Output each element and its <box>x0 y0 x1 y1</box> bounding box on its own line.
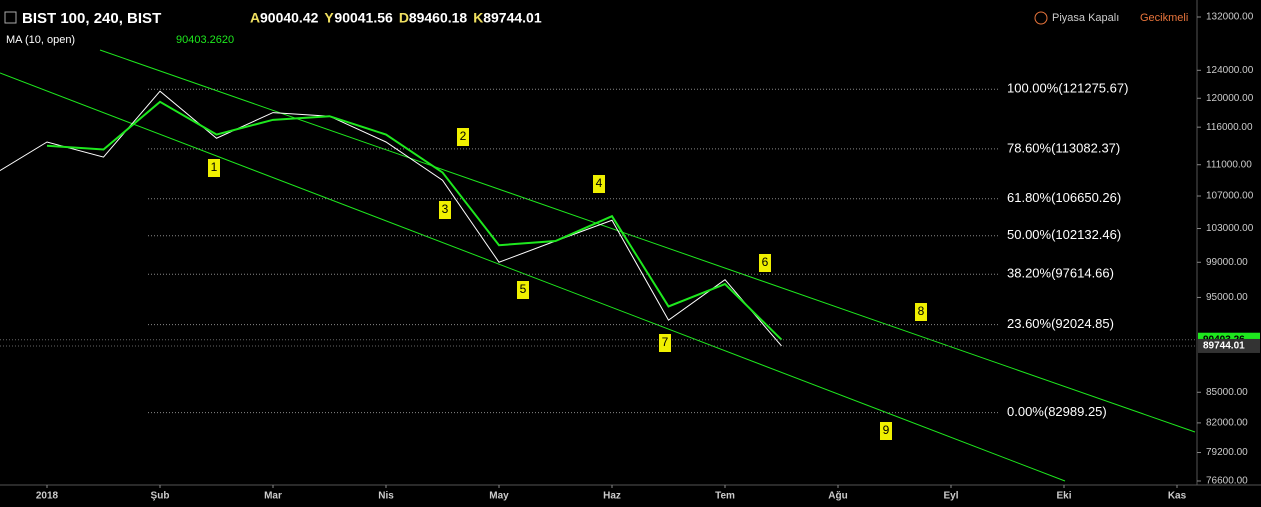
x-tick-label: Kas <box>1168 491 1187 502</box>
wave-label: 5 <box>520 282 527 296</box>
price-marker-bg <box>1198 338 1260 353</box>
wave-box <box>659 334 671 352</box>
wave-box <box>517 281 529 299</box>
wave-box <box>915 303 927 321</box>
y-tick-label: 107000.00 <box>1206 191 1254 202</box>
fib-label: 100.00%(121275.67) <box>1007 81 1128 96</box>
fib-label: 0.00%(82989.25) <box>1007 404 1107 419</box>
x-tick-label: Eyl <box>943 491 958 502</box>
status-icon <box>1034 11 1048 25</box>
wave-label: 8 <box>918 304 925 318</box>
ohlc-key: Y <box>324 10 334 26</box>
x-tick-label: Eki <box>1056 491 1071 502</box>
wave-label: 1 <box>211 160 218 174</box>
status-closed: Piyasa Kapalı <box>1052 12 1119 24</box>
channel-lower <box>0 72 1066 482</box>
y-tick-label: 99000.00 <box>1206 257 1248 268</box>
ohlc-value: 90040.42 <box>260 10 319 26</box>
ma-line <box>46 100 783 341</box>
x-tick-label: Tem <box>715 491 735 502</box>
x-tick-label: Şub <box>151 491 170 502</box>
price-marker-label: 89744.01 <box>1203 341 1245 352</box>
wave-box <box>457 128 469 146</box>
ohlc-key: K <box>473 10 483 26</box>
ohlc-value: 89460.18 <box>409 10 468 26</box>
y-tick-label: 82000.00 <box>1206 418 1248 429</box>
wave-label: 2 <box>460 129 467 143</box>
ohlc-value: 90041.56 <box>334 10 393 26</box>
wave-label: 6 <box>762 255 769 269</box>
y-tick-label: 120000.00 <box>1206 93 1254 104</box>
wave-label: 4 <box>596 176 603 190</box>
indicator-value: 90403.2620 <box>176 34 234 46</box>
y-tick-label: 85000.00 <box>1206 387 1248 398</box>
y-tick-label: 116000.00 <box>1206 122 1253 133</box>
y-tick-label: 76600.00 <box>1206 476 1248 487</box>
x-tick-label: Nis <box>378 491 394 502</box>
fib-label: 23.60%(92024.85) <box>1007 316 1114 331</box>
indicator-name: MA (10, open) <box>6 34 75 46</box>
ohlc-value: 89744.01 <box>483 10 542 26</box>
wave-box <box>759 254 771 272</box>
x-tick-label: Haz <box>603 491 621 502</box>
x-tick-label: 2018 <box>36 491 59 502</box>
price-line <box>0 90 782 347</box>
symbol: BIST 100, 240, BIST <box>22 10 161 27</box>
fib-label: 78.60%(113082.37) <box>1007 140 1120 155</box>
wave-label: 3 <box>442 202 449 216</box>
wave-label: 7 <box>662 335 669 349</box>
ohlc-key: D <box>399 10 409 26</box>
fib-label: 38.20%(97614.66) <box>1007 266 1114 281</box>
y-tick-label: 111000.00 <box>1206 159 1252 170</box>
fib-label: 50.00%(102132.46) <box>1007 227 1121 242</box>
y-tick-label: 132000.00 <box>1206 12 1254 23</box>
ohlc-key: A <box>250 10 260 26</box>
status-delayed: Gecikmeli <box>1140 12 1188 24</box>
fib-label: 61.80%(106650.26) <box>1007 190 1121 205</box>
wave-box <box>208 159 220 177</box>
wave-box <box>880 422 892 440</box>
y-tick-label: 124000.00 <box>1206 65 1254 76</box>
y-tick-label: 79200.00 <box>1206 447 1248 458</box>
y-tick-label: 95000.00 <box>1206 292 1248 303</box>
wave-box <box>439 201 451 219</box>
x-tick-label: Mar <box>264 491 282 502</box>
x-tick-label: Ağu <box>828 491 847 502</box>
collapse-icon[interactable] <box>4 11 17 24</box>
y-tick-label: 103000.00 <box>1206 223 1254 234</box>
wave-label: 9 <box>883 423 890 437</box>
wave-box <box>593 175 605 193</box>
x-tick-label: May <box>489 491 509 502</box>
